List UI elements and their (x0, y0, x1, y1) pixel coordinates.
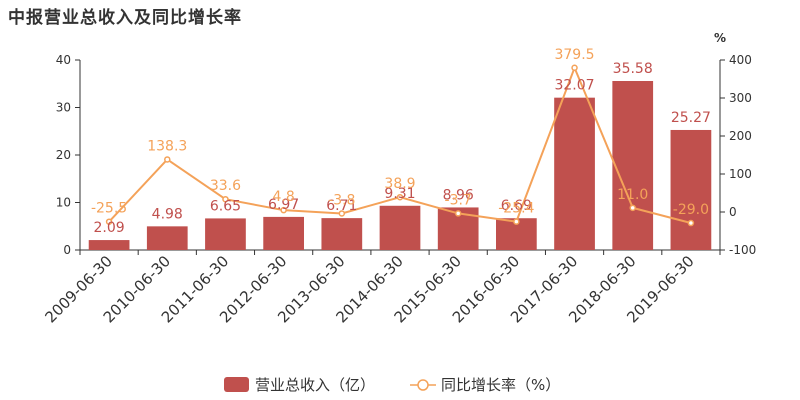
revenue-bar (88, 240, 130, 250)
revenue-bar (379, 205, 421, 250)
legend-growth-label: 同比增长率（%） (441, 376, 560, 394)
left-tick-label: 10 (56, 196, 71, 210)
revenue-data-label: 2.09 (94, 220, 125, 236)
growth-rate-data-label: -29.0 (673, 202, 709, 218)
growth-rate-point (280, 206, 287, 214)
revenue-data-label: 6.97 (268, 197, 299, 213)
growth-rate-point (571, 64, 578, 72)
right-tick-label: 400 (729, 53, 752, 67)
revenue-data-label: 25.27 (671, 110, 711, 126)
left-tick-label: 20 (56, 148, 71, 162)
revenue-data-label: 4.98 (152, 206, 183, 222)
growth-rate-data-label: 4.8 (273, 189, 295, 205)
right-tick-label: 200 (729, 129, 752, 143)
revenue-bar (670, 129, 712, 250)
growth-rate-point (105, 218, 113, 225)
growth-rate-point (513, 218, 520, 225)
growth-rate-data-label: -3.7 (445, 192, 472, 208)
left-tick-label: 30 (56, 101, 71, 115)
chart-title: 中报营业总收入及同比增长率 (8, 8, 242, 28)
growth-rate-point (687, 219, 695, 227)
revenue-bar (554, 97, 595, 250)
growth-rate-data-label: -25.5 (91, 201, 127, 217)
growth-rate-point (629, 204, 636, 212)
revenue-data-label: 6.65 (210, 198, 241, 214)
revenue-bar (321, 218, 363, 250)
growth-rate-point (396, 193, 404, 201)
revenue-bar (146, 226, 188, 250)
right-axis-unit: % (714, 31, 726, 45)
right-tick-label: -100 (729, 243, 756, 257)
revenue-bar (205, 218, 246, 250)
legend-revenue-label: 营业总收入（亿） (255, 376, 375, 394)
growth-rate-point (338, 210, 346, 217)
revenue-bar (612, 80, 654, 251)
right-tick-label: 100 (729, 167, 752, 181)
revenue-data-label: 32.07 (554, 78, 594, 94)
revenue-data-label: 6.71 (326, 198, 357, 214)
left-tick-label: 0 (63, 243, 71, 257)
growth-rate-point (454, 210, 462, 217)
revenue-data-label: 8.96 (443, 187, 474, 203)
legend-growth-marker (417, 379, 429, 391)
revenue-data-label: 6.69 (501, 198, 532, 214)
growth-rate-point (164, 156, 171, 163)
growth-rate-data-label: 379.5 (554, 47, 594, 63)
growth-rate-point (222, 195, 229, 203)
revenue-data-label: 9.31 (384, 186, 415, 202)
growth-rate-data-label: 33.6 (210, 178, 241, 194)
left-tick-label: 40 (56, 53, 71, 67)
growth-rate-data-label: -3.8 (328, 192, 355, 208)
revenue-data-label: 35.58 (613, 61, 653, 77)
right-tick-label: 300 (729, 91, 752, 105)
revenue-bar (263, 216, 304, 250)
legend-revenue-swatch (224, 377, 249, 392)
growth-rate-data-label: -25.4 (498, 201, 534, 217)
growth-rate-data-label: 11.0 (617, 187, 648, 203)
right-tick-label: 0 (729, 205, 737, 219)
growth-rate-data-label: 138.3 (147, 138, 187, 154)
growth-rate-data-label: 38.9 (384, 176, 415, 192)
